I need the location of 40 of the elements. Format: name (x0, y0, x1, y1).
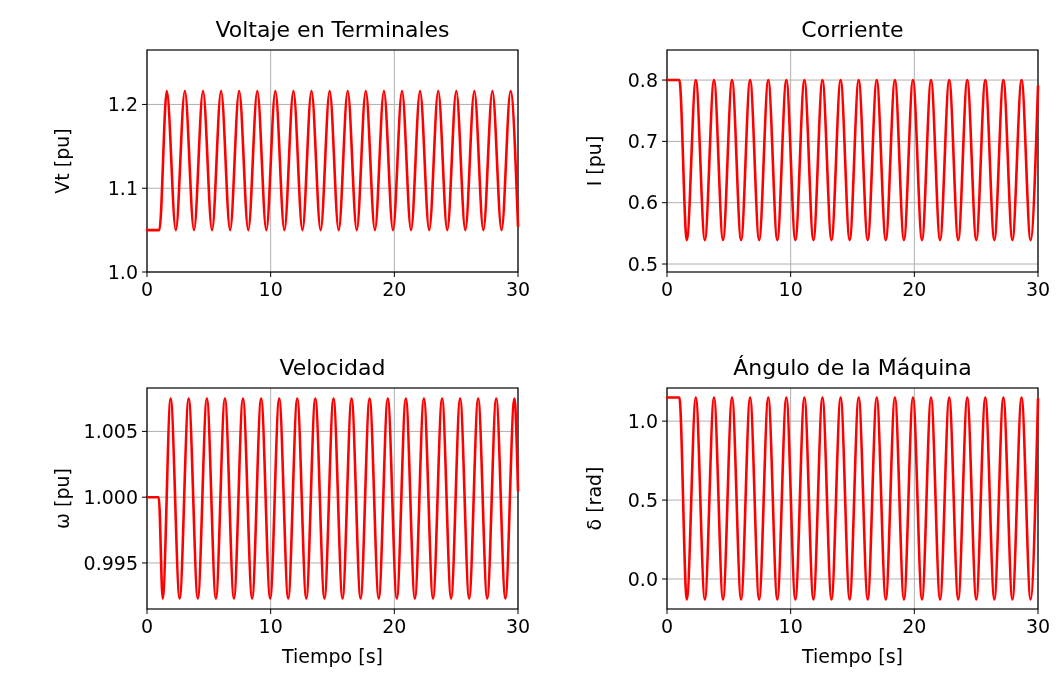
x-tick-label: 0 (660, 278, 674, 300)
x-tick-label: 0 (140, 615, 154, 637)
y-tick-label: 1.000 (83, 485, 138, 508)
x-tick-label: 10 (778, 278, 803, 300)
x-tick-label: 10 (778, 615, 803, 637)
chart-title: Corriente (801, 17, 904, 42)
chart-title: Ángulo de la Máquina (733, 355, 972, 380)
x-tick-label: 30 (1025, 278, 1051, 300)
y-tick-label: 1.1 (107, 176, 138, 199)
x-tick-label: 30 (1025, 615, 1051, 637)
y-tick-label: 0.5 (627, 252, 658, 275)
y-tick-label: 0.7 (627, 130, 658, 153)
y-tick-label: 0.995 (83, 551, 138, 574)
x-tick-label: 0 (660, 615, 674, 637)
y-tick-label: 1.0 (627, 409, 658, 432)
x-tick-label: 10 (258, 615, 283, 637)
x-axis-title: Tiempo [s] (801, 645, 903, 667)
chart-title: Velocidad (279, 355, 386, 380)
y-tick-label: 0.8 (627, 68, 658, 91)
x-tick-label: 30 (505, 615, 531, 637)
x-axis-title: Tiempo [s] (281, 645, 383, 667)
y-tick-label: 0.5 (627, 488, 658, 511)
y-tick-label: 1.005 (83, 420, 138, 443)
x-tick-label: 10 (258, 278, 283, 300)
y-tick-label: 0.6 (627, 191, 658, 214)
y-tick-label: 0.0 (627, 567, 658, 590)
x-tick-label: 20 (902, 615, 927, 637)
x-tick-label: 0 (140, 278, 154, 300)
x-tick-label: 20 (382, 278, 407, 300)
y-axis-title: Vt [pu] (51, 128, 73, 194)
y-axis-title: δ [rad] (583, 466, 605, 531)
x-tick-label: 20 (902, 278, 927, 300)
y-axis-title: ω [pu] (51, 468, 73, 529)
x-tick-label: 30 (505, 278, 531, 300)
y-axis-title: I [pu] (583, 135, 605, 187)
chart-title: Voltaje en Terminales (215, 17, 450, 42)
x-tick-label: 20 (382, 615, 407, 637)
y-tick-label: 1.0 (107, 260, 138, 283)
y-tick-label: 1.2 (107, 93, 138, 116)
line-series (145, 397, 520, 600)
